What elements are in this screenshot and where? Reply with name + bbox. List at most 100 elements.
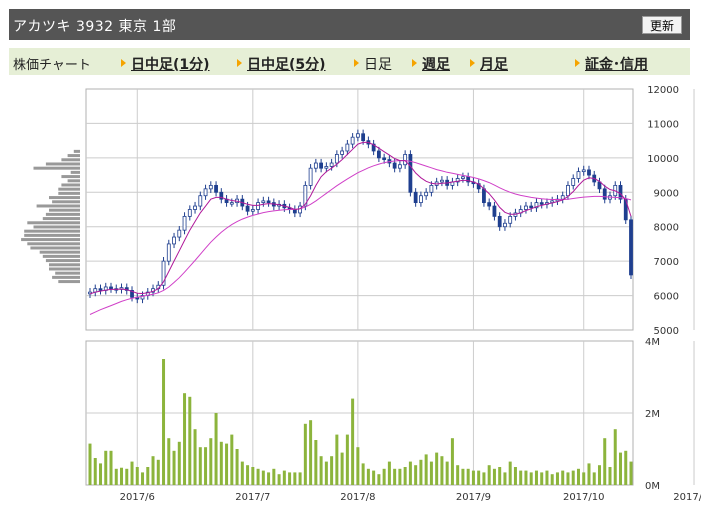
candle-body: [229, 202, 234, 205]
price-profile-bar: [52, 275, 80, 279]
volume-bar: [167, 438, 171, 485]
volume-bar: [162, 359, 166, 485]
candle-body: [130, 290, 134, 298]
volume-bar: [471, 470, 475, 485]
tab-intraday-1min[interactable]: 日中足(1分): [121, 54, 210, 74]
tab-intraday-1min-label: 日中足(1分): [131, 57, 210, 73]
candle-body: [355, 133, 360, 138]
candle-body: [618, 184, 623, 200]
candle-body: [424, 191, 429, 197]
price-tick-label: 10000: [647, 154, 679, 165]
arrow-icon: [470, 59, 475, 67]
tab-daily-label: 日足: [364, 57, 392, 73]
volume-bar: [597, 465, 601, 485]
moving-average-long-line: [89, 160, 632, 315]
volume-bar: [461, 468, 465, 485]
volume-bar: [403, 467, 407, 485]
price-profile-bar: [33, 225, 80, 229]
price-tick-label: 8000: [654, 223, 679, 234]
arrow-icon: [575, 59, 580, 67]
price-profile-bar: [61, 158, 80, 162]
price-panel: [85, 88, 634, 331]
tab-monthly-label: 月足: [480, 57, 508, 73]
price-profile-bar: [49, 208, 80, 212]
volume-bar: [576, 468, 580, 485]
price-tick-label: 6000: [654, 292, 679, 303]
candle-body: [539, 202, 544, 205]
moving-average-short-line: [89, 141, 632, 295]
x-tick-label: 2017/7: [235, 492, 270, 503]
volume-bar: [482, 472, 486, 485]
refresh-button[interactable]: 更新: [642, 16, 682, 34]
price-profile-bar: [73, 149, 80, 153]
volume-bar: [319, 456, 323, 485]
candle-body: [166, 243, 171, 262]
candle-body: [382, 157, 387, 160]
volume-bar: [561, 470, 565, 485]
candle-body: [376, 150, 381, 159]
price-profile-bar: [61, 183, 80, 187]
volume-bar: [204, 447, 208, 485]
volume-bar: [282, 470, 286, 485]
price-profile-bar: [45, 162, 80, 166]
candle-body: [419, 195, 423, 204]
candle-body: [198, 195, 203, 207]
volume-bar: [398, 468, 402, 485]
candle-body: [256, 202, 260, 210]
price-profile-bar: [33, 166, 80, 170]
candle-body: [334, 154, 339, 164]
tab-monthly[interactable]: 月足: [470, 54, 508, 74]
candle-body: [597, 181, 602, 190]
price-profile-bar: [58, 191, 80, 195]
candle-body: [345, 143, 350, 152]
volume-bar: [146, 467, 150, 485]
volume-bar: [272, 468, 276, 485]
candle-body: [298, 205, 302, 214]
price-tick-label: 12000: [647, 85, 679, 96]
price-profile-bar: [45, 259, 80, 263]
volume-bar: [587, 463, 591, 485]
price-profile-bar: [67, 179, 80, 183]
candle-body: [482, 188, 486, 204]
candle-body: [413, 191, 418, 204]
volume-bar: [550, 474, 554, 485]
tab-margin-credit[interactable]: 証金･信用: [575, 54, 648, 74]
candle-body: [182, 215, 187, 231]
volume-bar: [303, 423, 307, 485]
x-tick-label: 2017/8: [340, 492, 375, 503]
chart-period-tabbar: 株価チャート 日中足(1分) 日中足(5分) 日足 週足 月足 証金･信用: [9, 48, 690, 75]
price-profile-bar: [27, 221, 80, 225]
volume-bar: [477, 470, 481, 485]
volume-tick-label: 0M: [645, 481, 660, 492]
candle-body: [140, 295, 145, 300]
candle-body: [503, 222, 507, 228]
volume-bar: [330, 456, 334, 485]
candle-body: [350, 136, 355, 145]
volume-bar: [519, 470, 523, 485]
volume-bar: [429, 461, 433, 485]
tab-weekly-label: 週足: [422, 57, 450, 73]
price-profile-bar: [70, 170, 80, 174]
candle-body: [508, 215, 513, 224]
tab-weekly[interactable]: 週足: [412, 54, 450, 74]
candle-body: [371, 143, 376, 152]
tab-daily: 日足: [354, 54, 392, 74]
volume-bar: [603, 438, 607, 485]
volume-bar: [351, 398, 355, 485]
price-profile-bar: [61, 175, 80, 179]
volume-bar: [193, 429, 197, 485]
volume-bar: [540, 472, 544, 485]
candle-body: [177, 229, 182, 238]
volume-bar: [141, 472, 145, 485]
volume-bar: [183, 393, 187, 485]
volume-bar: [293, 472, 297, 485]
candle-body: [576, 171, 581, 179]
volume-bar: [435, 452, 439, 485]
x-tick-label: 2017/9: [456, 492, 491, 503]
volume-bar: [256, 468, 260, 485]
tab-intraday-5min[interactable]: 日中足(5分): [237, 54, 326, 74]
volume-bar: [529, 472, 533, 485]
price-profile-bar: [39, 250, 80, 254]
volume-bar: [356, 447, 360, 485]
volume-bar: [377, 474, 381, 485]
